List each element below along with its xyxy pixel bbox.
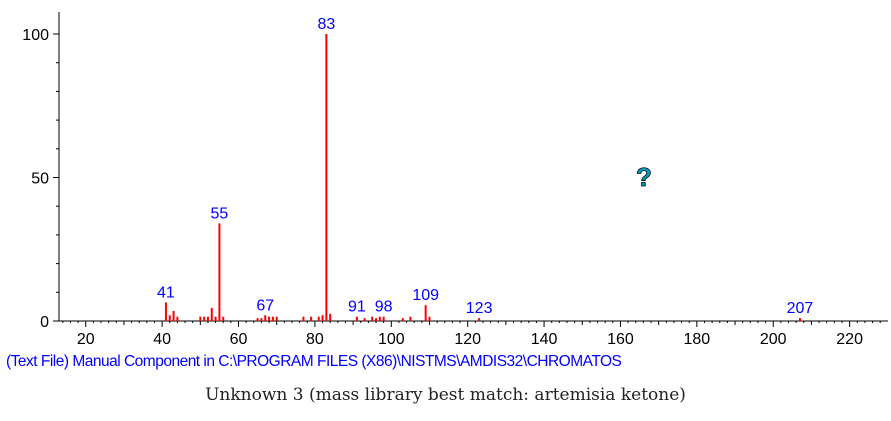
- question-mark-icon[interactable]: ?: [636, 162, 653, 193]
- x-tick-label: 140: [531, 331, 558, 348]
- peak-label: 109: [412, 287, 439, 304]
- source-file-line: (Text File) Manual Component in C:\PROGR…: [6, 353, 622, 370]
- x-tick-label: 200: [760, 331, 787, 348]
- peak-label: 207: [787, 300, 814, 317]
- x-tick-label: 120: [454, 331, 481, 348]
- x-tick-label: 20: [77, 331, 95, 348]
- x-tick-label: 80: [306, 331, 324, 348]
- axes: 0 50 100 20 40 60 80 100 120 140 160 180 200 220: [22, 12, 888, 348]
- y-tick-label: 0: [40, 314, 49, 331]
- peak-label: 55: [211, 205, 229, 222]
- figure-caption: Unknown 3 (mass library best match: arte…: [205, 385, 686, 405]
- question-mark-glyph: ?: [636, 162, 652, 192]
- peak-label: 123: [466, 300, 493, 317]
- peak-label: 98: [375, 299, 393, 316]
- peak-bars: [164, 34, 801, 321]
- x-tick-label: 40: [153, 331, 171, 348]
- y-tick-label: 50: [31, 171, 49, 188]
- peak-label: 91: [348, 299, 366, 316]
- x-tick-label: 160: [607, 331, 634, 348]
- peak-label: 83: [317, 16, 335, 33]
- mass-spectrum-chart: 0 50 100 20 40 60 80 100 120 140 160 180 200 220 41 55…: [22, 12, 888, 348]
- x-tick-label: 100: [378, 331, 405, 348]
- x-tick-label: 220: [836, 331, 863, 348]
- x-tick-label: 60: [230, 331, 248, 348]
- x-tick-label: 180: [683, 331, 710, 348]
- peak-label: 67: [256, 297, 274, 314]
- peak-labels: 41 55 67 83 91 98 109 123 207: [157, 16, 813, 317]
- peak-label: 41: [157, 284, 175, 301]
- y-tick-label: 100: [22, 27, 49, 44]
